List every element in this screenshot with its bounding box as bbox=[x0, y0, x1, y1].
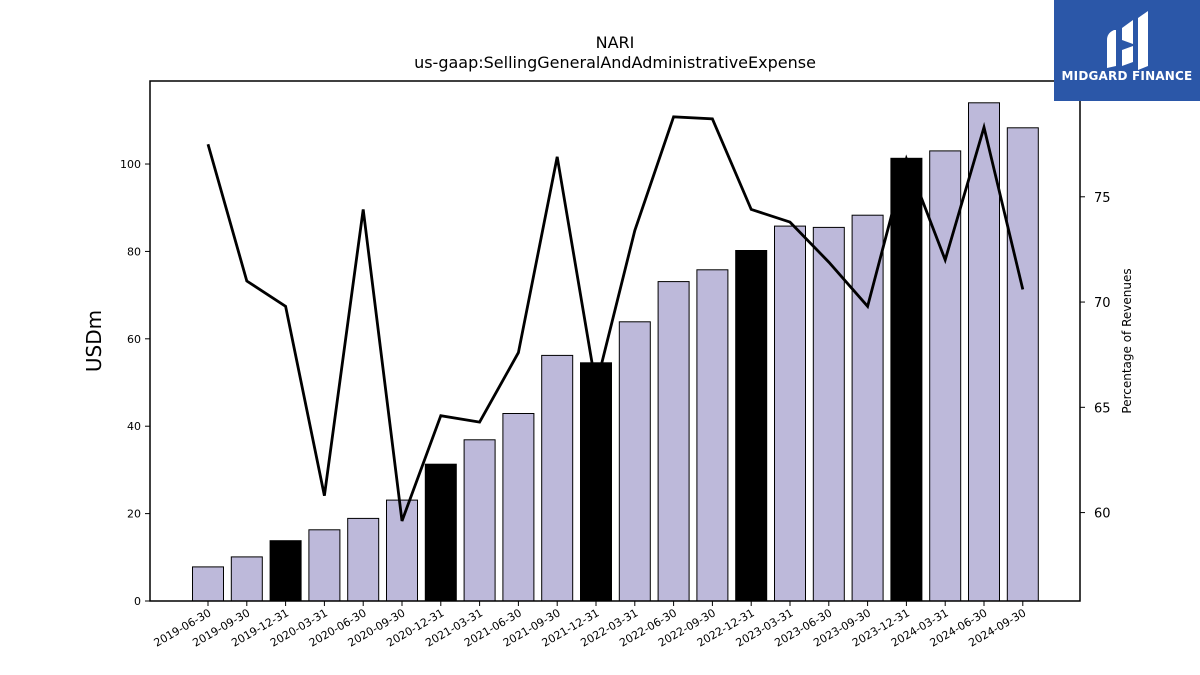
pct-revenue-line bbox=[206, 115, 1025, 522]
y-axis-right: 60 65 70 75 bbox=[1080, 191, 1111, 522]
bar-2021-03-31 bbox=[463, 439, 496, 602]
chart-title: NARI bbox=[596, 33, 635, 52]
bar-2020-12-31 bbox=[424, 463, 457, 602]
y2-axis-label: Percentage of Revenues bbox=[1120, 268, 1134, 413]
bar-2020-03-31 bbox=[308, 529, 341, 602]
y2-tick-label: 70 bbox=[1094, 296, 1111, 311]
y-tick-label: 40 bbox=[127, 420, 141, 433]
bar-2022-09-30 bbox=[696, 269, 729, 602]
bar-2023-09-30 bbox=[851, 214, 884, 602]
bar-2022-03-31 bbox=[618, 321, 651, 602]
y2-tick-label: 65 bbox=[1094, 401, 1111, 416]
bar-2021-06-30 bbox=[502, 413, 535, 602]
bar-2020-06-30 bbox=[347, 517, 380, 602]
y-tick-label: 60 bbox=[127, 333, 141, 346]
y-tick-label: 0 bbox=[134, 595, 141, 608]
y-tick-label: 100 bbox=[120, 158, 141, 171]
y2-tick-label: 75 bbox=[1094, 191, 1111, 206]
bar-2023-12-31 bbox=[890, 157, 923, 602]
bar-2019-12-31 bbox=[269, 540, 302, 602]
x-axis: 2019-06-302019-09-302019-12-312020-03-31… bbox=[152, 601, 1028, 650]
bar-2021-09-30 bbox=[541, 354, 574, 602]
bar-2022-06-30 bbox=[657, 281, 690, 602]
bar-2021-12-31 bbox=[580, 362, 612, 602]
bar-2019-06-30 bbox=[192, 566, 224, 602]
bar-2023-03-31 bbox=[774, 225, 806, 602]
y-axis-left: 0 20 40 60 80 100 bbox=[120, 158, 150, 608]
bar-2023-06-30 bbox=[812, 226, 845, 602]
y2-tick-label: 60 bbox=[1094, 507, 1111, 522]
line-series bbox=[206, 115, 1025, 522]
bar-2019-09-30 bbox=[230, 556, 263, 602]
bar-series bbox=[192, 102, 1039, 602]
y-tick-label: 20 bbox=[127, 508, 141, 521]
chart-subtitle: us-gaap:SellingGeneralAndAdministrativeE… bbox=[414, 53, 816, 72]
bar-2022-12-31 bbox=[735, 250, 768, 602]
brand-logo: MIDGARD FINANCE bbox=[1054, 0, 1200, 101]
bar-2024-09-30 bbox=[1006, 127, 1039, 602]
plot-frame bbox=[149, 80, 1081, 602]
y-axis-label: USDm bbox=[82, 310, 106, 372]
logo-text: MIDGARD FINANCE bbox=[1061, 69, 1193, 83]
y-tick-label: 80 bbox=[127, 245, 141, 258]
bar-2024-06-30 bbox=[968, 102, 1000, 602]
logo-mark-icon bbox=[1107, 11, 1148, 70]
